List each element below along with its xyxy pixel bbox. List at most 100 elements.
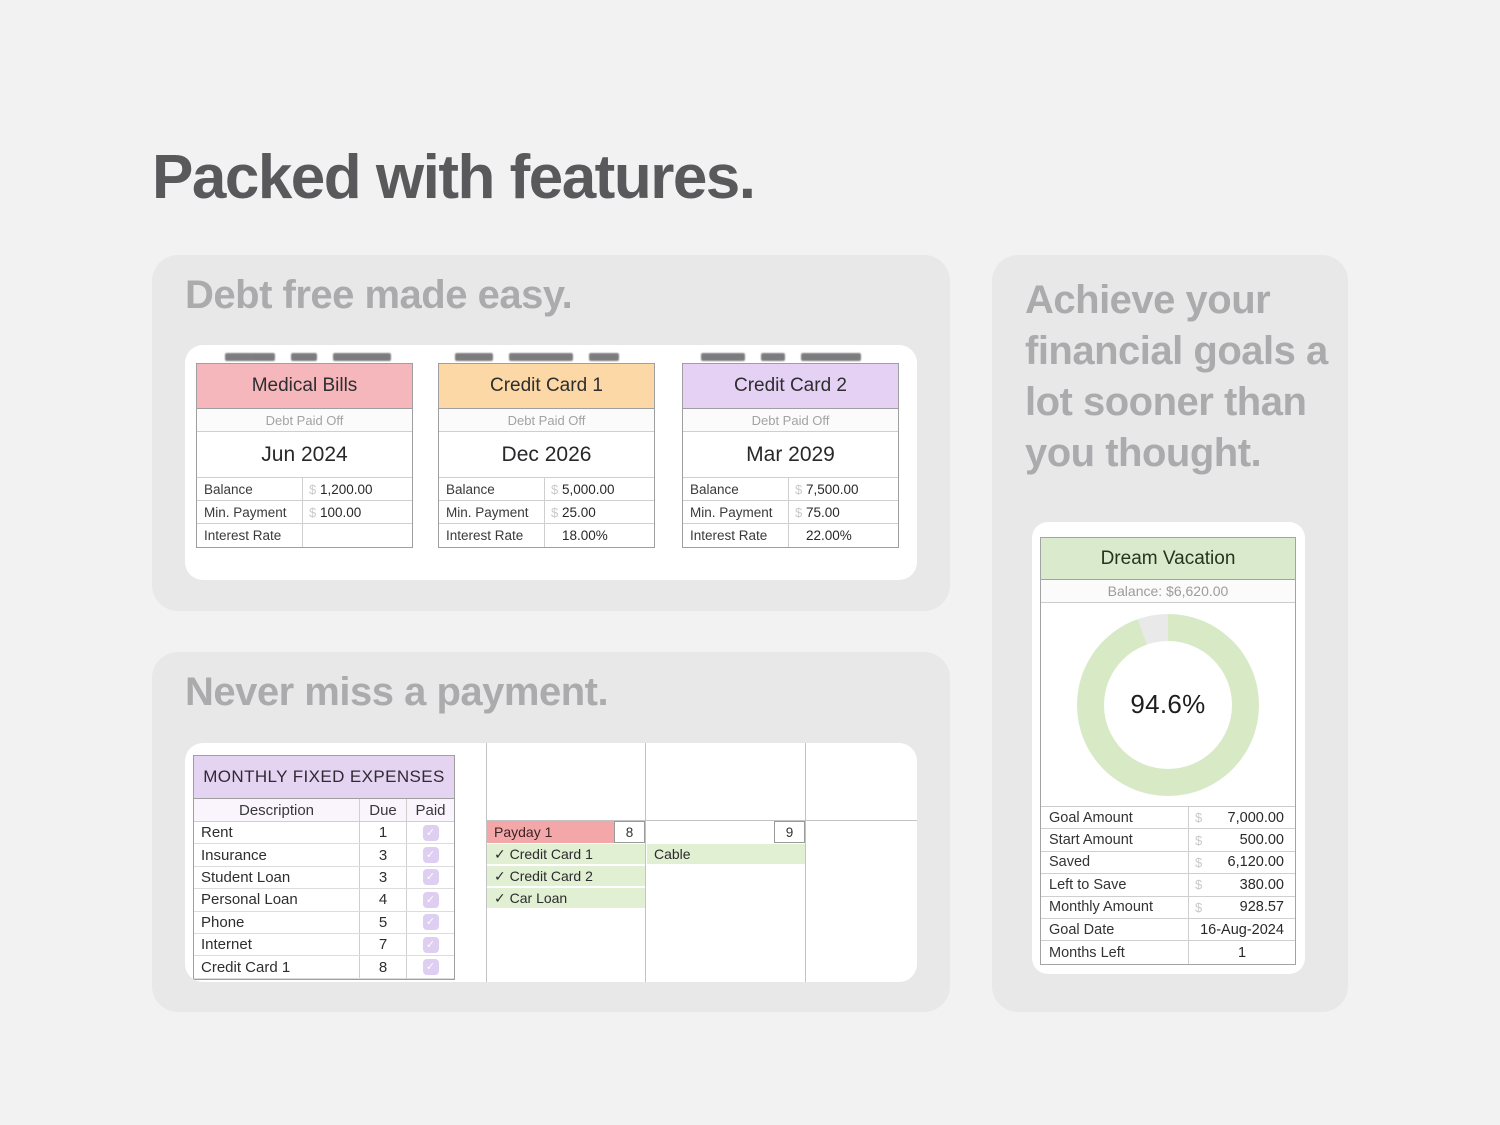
row-value[interactable]: 7,000.00 <box>1227 809 1284 826</box>
clipped-text-artifact <box>701 353 861 361</box>
progress-donut: 94.6% <box>1077 613 1259 796</box>
table-row: Goal Date 16-Aug-2024 <box>1041 918 1295 942</box>
row-value[interactable]: 5,000.00 <box>562 481 615 497</box>
row-label: Interest Rate <box>683 524 789 547</box>
debt-interest-rate-row: Interest Rate <box>197 524 412 547</box>
expense-description: Rent <box>194 822 360 844</box>
row-value[interactable]: 6,120.00 <box>1227 854 1284 871</box>
debt-title: Credit Card 2 <box>683 364 898 409</box>
table-row: Credit Card 1 8 ✓ <box>194 956 454 979</box>
debt-min-payment-row: Min. Payment $75.00 <box>683 501 898 524</box>
debt-min-payment-row: Min. Payment $100.00 <box>197 501 412 524</box>
row-value[interactable]: 25.00 <box>562 504 596 520</box>
debt-interest-rate-row: Interest Rate 18.00% <box>439 524 654 547</box>
row-label: Interest Rate <box>439 524 545 547</box>
row-label: Goal Amount <box>1041 807 1189 829</box>
row-label: Balance <box>683 478 789 500</box>
row-value[interactable]: 18.00% <box>562 528 608 543</box>
table-row: Rent 1 ✓ <box>194 822 454 845</box>
expense-due-day: 7 <box>360 933 407 956</box>
debt-balance-row: Balance $1,200.00 <box>197 478 412 501</box>
column-header-paid: Paid <box>415 801 446 819</box>
donut-hole: 94.6% <box>1104 640 1232 769</box>
row-label: Saved <box>1041 851 1189 874</box>
paid-checkbox[interactable]: ✓ <box>422 959 439 976</box>
table-row: Personal Loan 4 ✓ <box>194 889 454 912</box>
expense-description: Credit Card 1 <box>194 956 360 978</box>
debt-interest-rate-row: Interest Rate 22.00% <box>683 524 898 547</box>
currency-symbol: $ <box>1195 877 1203 893</box>
goal-title: Dream Vacation <box>1041 538 1295 580</box>
table-row: Monthly Amount $928.57 <box>1041 896 1295 919</box>
expense-description: Student Loan <box>194 866 360 889</box>
paid-checkbox[interactable]: ✓ <box>422 936 439 953</box>
currency-symbol: $ <box>309 481 317 497</box>
goal-balance-text: Balance: $6,620.00 <box>1041 580 1295 603</box>
clipped-text-artifact <box>225 353 391 361</box>
currency-symbol: $ <box>1195 832 1203 848</box>
progress-chart-area: 94.6% <box>1041 603 1295 807</box>
row-value[interactable]: 100.00 <box>320 504 362 520</box>
calendar-day-cell: Payday 1 8 ✓ Credit Card 1 ✓ Credit Card… <box>486 743 645 982</box>
calendar-empty-cell <box>487 743 645 821</box>
paid-checkbox[interactable]: ✓ <box>422 824 439 841</box>
row-label: Months Left <box>1041 941 1189 964</box>
expenses-table-header-row: Description Due Paid <box>194 799 454 822</box>
calendar-event: Cable <box>647 844 805 864</box>
debt-title: Credit Card 1 <box>439 364 654 409</box>
row-value[interactable]: 16-Aug-2024 <box>1200 921 1284 938</box>
expense-description: Insurance <box>194 844 360 866</box>
debt-title: Medical Bills <box>197 364 412 409</box>
debt-paid-off-date: Mar 2029 <box>683 432 898 478</box>
paid-checkbox[interactable]: ✓ <box>422 847 439 864</box>
row-value[interactable]: 380.00 <box>1239 876 1284 893</box>
expense-due-day: 4 <box>360 889 407 911</box>
row-value[interactable]: 7,500.00 <box>806 481 859 497</box>
calendar-empty-cell <box>806 743 917 821</box>
row-label: Interest Rate <box>197 524 303 547</box>
expense-due-day: 3 <box>360 866 407 889</box>
paid-checkbox[interactable]: ✓ <box>422 869 439 886</box>
table-row: Internet 7 ✓ <box>194 933 454 957</box>
expense-due-day: 1 <box>360 822 407 844</box>
goal-tracker: Dream Vacation Balance: $6,620.00 94.6% … <box>1040 537 1296 965</box>
debt-balance-row: Balance $5,000.00 <box>439 478 654 501</box>
table-row: Saved $6,120.00 <box>1041 851 1295 875</box>
expense-due-day: 8 <box>360 956 407 978</box>
expenses-table-title: MONTHLY FIXED EXPENSES <box>194 756 454 799</box>
column-header-description: Description <box>194 799 360 821</box>
row-label: Min. Payment <box>683 501 789 523</box>
payments-sheet: MONTHLY FIXED EXPENSES Description Due P… <box>185 743 917 982</box>
row-value[interactable]: 22.00% <box>806 528 852 543</box>
payment-calendar: Payday 1 8 ✓ Credit Card 1 ✓ Credit Card… <box>486 743 917 982</box>
table-row: Insurance 3 ✓ <box>194 844 454 867</box>
day-number: 8 <box>614 821 645 843</box>
heading-line: financial goals a <box>1025 329 1328 373</box>
calendar-event: ✓ Credit Card 2 <box>487 866 645 886</box>
table-row: Left to Save $380.00 <box>1041 874 1295 897</box>
row-value[interactable]: 75.00 <box>806 504 840 520</box>
row-value[interactable]: 500.00 <box>1239 832 1284 849</box>
row-value[interactable]: 1 <box>1237 944 1247 961</box>
debt-paid-off-label: Debt Paid Off <box>439 409 654 432</box>
progress-percent-label: 94.6% <box>1130 689 1206 719</box>
row-value[interactable]: 928.57 <box>1239 899 1284 916</box>
heading-line: you thought. <box>1025 431 1262 475</box>
currency-symbol: $ <box>309 504 317 520</box>
table-row: Months Left 1 <box>1041 941 1295 964</box>
paid-checkbox[interactable]: ✓ <box>422 891 439 908</box>
currency-symbol: $ <box>1195 810 1203 826</box>
expense-due-day: 3 <box>360 844 407 866</box>
expense-due-day: 5 <box>360 911 407 933</box>
calendar-event: ✓ Car Loan <box>487 888 645 908</box>
paid-checkbox[interactable]: ✓ <box>422 914 439 931</box>
goals-section-heading: Achieve your financial goals a lot soone… <box>1025 275 1328 479</box>
row-label: Start Amount <box>1041 829 1189 851</box>
heading-line: lot sooner than <box>1025 380 1307 424</box>
row-label: Balance <box>197 478 303 500</box>
currency-symbol: $ <box>1195 899 1203 915</box>
calendar-empty-cell <box>646 743 805 821</box>
currency-symbol: $ <box>1195 854 1203 870</box>
row-value[interactable]: 1,200.00 <box>320 481 373 497</box>
